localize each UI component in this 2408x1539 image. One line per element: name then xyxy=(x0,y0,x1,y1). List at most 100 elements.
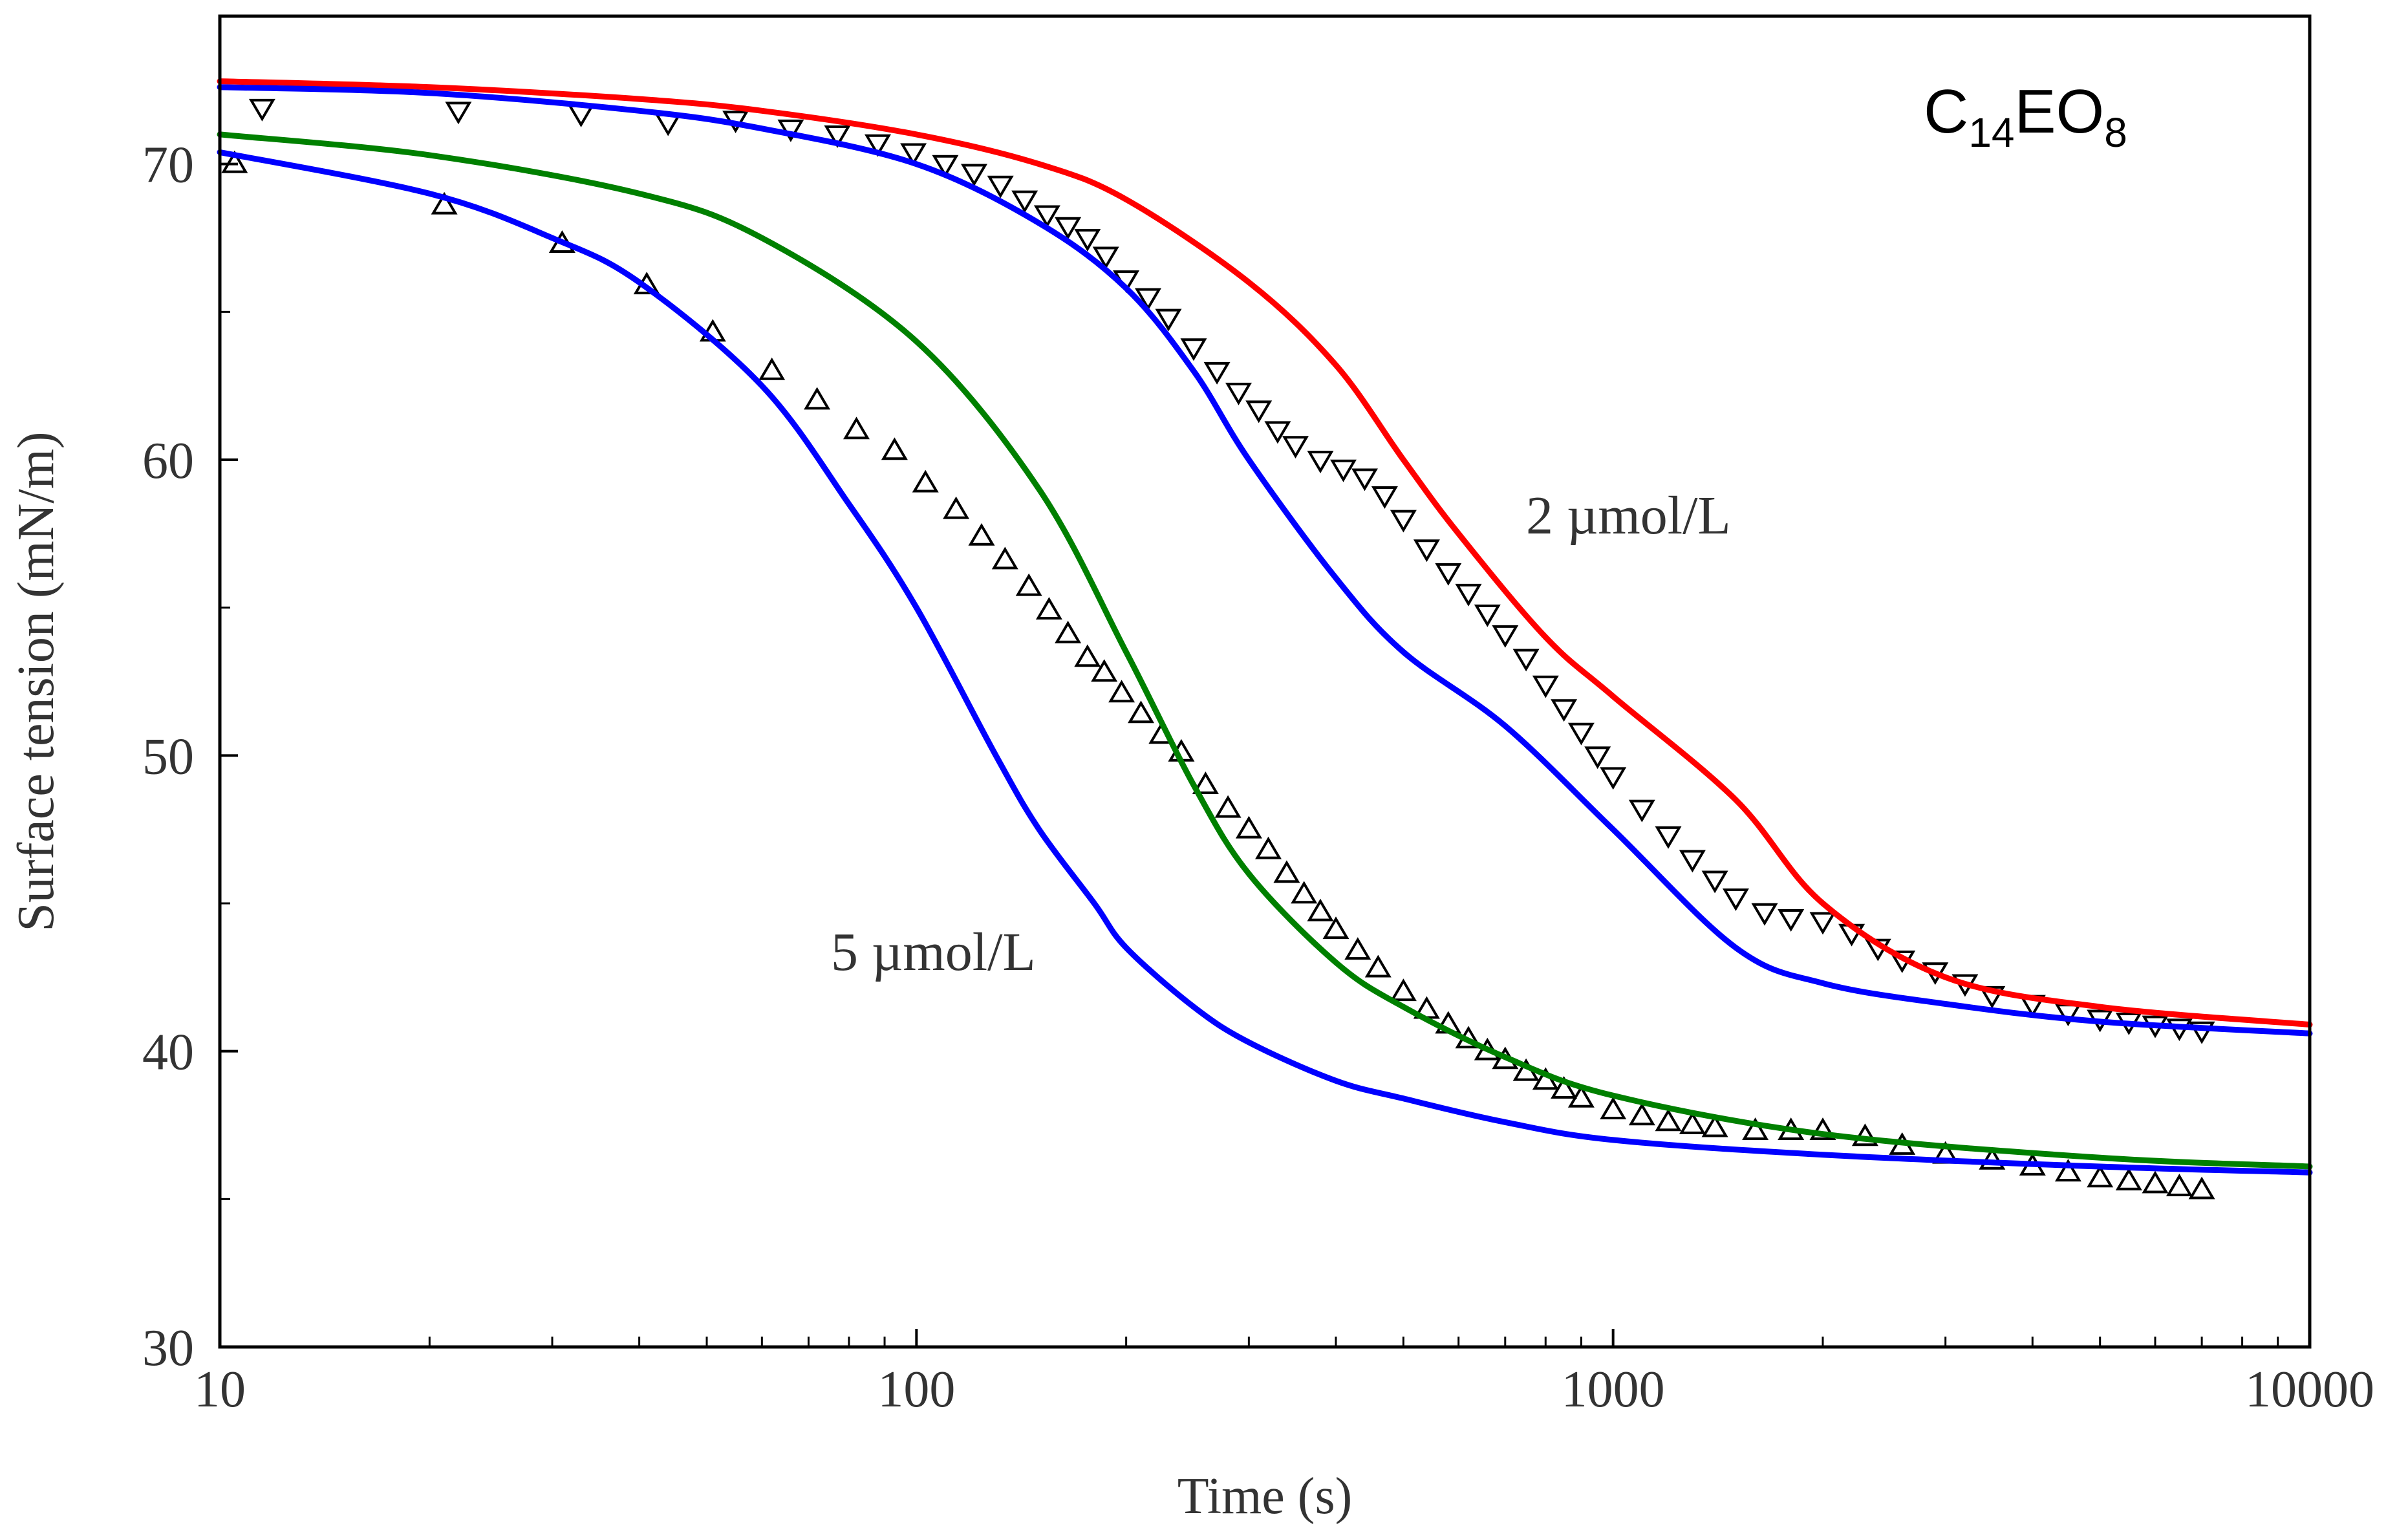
data-point-2umol xyxy=(1455,583,1482,607)
data-point-5umol xyxy=(1108,680,1135,703)
data-point-5umol xyxy=(1307,898,1334,921)
data-point-5umol xyxy=(943,496,970,519)
data-point-5umol xyxy=(968,522,995,546)
data-point-5umol xyxy=(1390,978,1417,1002)
y-tick-label: 70 xyxy=(142,137,194,194)
data-point-5umol xyxy=(1551,1076,1578,1099)
data-point-5umol xyxy=(804,387,831,410)
data-point-5umol xyxy=(2142,1170,2169,1194)
data-point-2umol xyxy=(1033,205,1060,228)
x-tick-label: 100 xyxy=(877,1361,955,1418)
data-point-2umol xyxy=(1492,625,1519,648)
data-point-5umol xyxy=(1128,700,1154,724)
data-point-2umol xyxy=(1225,382,1252,405)
data-point-5umol xyxy=(1291,881,1318,904)
data-point-5umol xyxy=(1035,597,1062,620)
data-point-5umol xyxy=(1600,1097,1627,1119)
data-point-5umol xyxy=(1979,1146,2006,1170)
data-point-2umol xyxy=(1351,468,1378,491)
data-point-5umol xyxy=(881,437,908,460)
data-point-2umol xyxy=(1092,246,1119,270)
compound-sub-1: 14 xyxy=(1968,109,2014,156)
data-point-2umol xyxy=(1701,870,1728,894)
x-axis-label: Time (s) xyxy=(1177,1468,1352,1525)
data-point-2umol xyxy=(932,155,959,178)
data-point-2umol xyxy=(900,143,927,166)
data-point-5umol xyxy=(1192,771,1219,794)
data-point-2umol xyxy=(1600,767,1627,790)
data-point-2umol xyxy=(1203,361,1231,385)
data-point-5umol xyxy=(1809,1117,1836,1140)
data-point-5umol xyxy=(1701,1114,1728,1137)
compound-sub-2: 8 xyxy=(2104,109,2127,156)
ticks-layer: 10 100 1000 10000 30 40 50 60 70 xyxy=(142,137,2374,1418)
data-point-2umol xyxy=(1245,400,1273,424)
data-point-2umol xyxy=(1512,649,1540,672)
fit-line-2 xyxy=(217,84,2313,1037)
compound-annotation: C14EO8 xyxy=(1924,77,2127,156)
data-point-2umol xyxy=(1751,903,1778,926)
data-point-5umol xyxy=(1567,1084,1595,1108)
data-point-5umol xyxy=(1255,836,1282,859)
y-axis-label: Surface tension (mN/m) xyxy=(8,431,65,931)
data-point-2umol xyxy=(1371,486,1398,509)
data-point-5umol xyxy=(1214,795,1242,818)
data-point-2umol xyxy=(1567,722,1595,746)
data-point-2umol xyxy=(1282,436,1309,459)
data-point-2umol xyxy=(865,134,891,157)
concentration-label-5: 5 µmol/L xyxy=(831,922,1036,982)
data-point-2umol xyxy=(1532,675,1559,698)
data-point-5umol xyxy=(1628,1103,1655,1126)
data-point-2umol xyxy=(987,175,1014,199)
data-point-2umol xyxy=(1435,563,1462,586)
y-tick-label: 50 xyxy=(142,728,194,785)
data-point-2umol xyxy=(1055,217,1082,240)
data-point-5umol xyxy=(2087,1165,2114,1188)
x-tick-label: 1000 xyxy=(1562,1361,1665,1418)
data-point-5umol xyxy=(1091,659,1118,682)
fit-line-3 xyxy=(217,131,2313,1170)
data-point-5umol xyxy=(1322,916,1349,940)
data-point-2umol xyxy=(1155,308,1182,332)
data-point-2umol xyxy=(1679,850,1706,873)
data-point-5umol xyxy=(912,469,939,493)
data-point-2umol xyxy=(1413,539,1440,563)
compound-mid: EO xyxy=(2015,77,2105,146)
fit-line-4 xyxy=(217,149,2313,1176)
data-point-5umol xyxy=(2188,1176,2215,1200)
data-point-2umol xyxy=(1330,459,1357,482)
data-point-2umol xyxy=(1180,338,1207,361)
data-point-5umol xyxy=(1851,1123,1878,1146)
data-point-5umol xyxy=(1055,620,1082,643)
data-point-2umol xyxy=(1307,451,1334,473)
data-point-2umol xyxy=(1628,799,1655,823)
data-point-5umol xyxy=(1655,1108,1682,1132)
data-point-5umol xyxy=(1679,1112,1706,1134)
data-point-2umol xyxy=(1474,604,1501,627)
data-point-5umol xyxy=(1344,937,1371,960)
data-point-2umol xyxy=(1722,888,1749,911)
y-tick-label: 30 xyxy=(142,1320,194,1377)
data-point-2umol xyxy=(568,105,595,127)
data-point-2umol xyxy=(248,98,275,122)
data-point-2umol xyxy=(1778,909,1805,932)
data-point-2umol xyxy=(1011,190,1038,213)
data-point-5umol xyxy=(2115,1167,2142,1190)
x-tick-label: 10000 xyxy=(2245,1361,2374,1418)
data-point-2umol xyxy=(1809,912,1836,935)
data-point-2umol xyxy=(961,164,987,187)
data-point-2umol xyxy=(1135,288,1161,311)
data-point-5umol xyxy=(2054,1159,2081,1182)
data-point-5umol xyxy=(991,546,1018,570)
concentration-label-2: 2 µmol/L xyxy=(1526,486,1731,546)
data-point-5umol xyxy=(1235,815,1262,839)
data-point-5umol xyxy=(1364,954,1392,978)
compound-base: C xyxy=(1924,77,1968,146)
data-point-2umol xyxy=(1655,826,1682,849)
data-point-5umol xyxy=(1074,644,1101,667)
data-point-5umol xyxy=(1015,573,1042,596)
data-point-2umol xyxy=(1551,699,1578,722)
data-point-2umol xyxy=(2188,1021,2215,1044)
data-point-5umol xyxy=(2166,1174,2193,1196)
